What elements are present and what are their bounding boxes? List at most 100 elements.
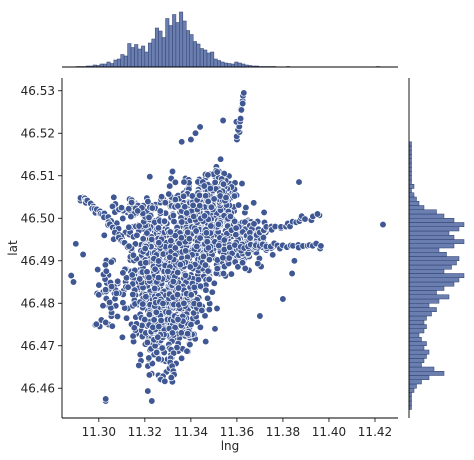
scatter-point bbox=[238, 179, 246, 188]
scatter-point bbox=[161, 199, 169, 207]
histogram-bar-y bbox=[408, 226, 460, 232]
histogram-bar-x bbox=[151, 38, 156, 68]
scatter-point bbox=[128, 271, 136, 279]
histogram-bar-x bbox=[186, 30, 190, 68]
scatter-point bbox=[183, 330, 192, 338]
scatter-point bbox=[194, 275, 203, 284]
y-tick-label: 46.52 bbox=[21, 126, 55, 140]
scatter-point bbox=[301, 215, 309, 223]
histogram-bar-x bbox=[144, 51, 149, 68]
histogram-bar-y bbox=[408, 213, 445, 219]
histogram-bar-x bbox=[220, 61, 225, 68]
scatter-point bbox=[238, 259, 247, 267]
scatter-point bbox=[211, 178, 219, 187]
scatter-point bbox=[95, 291, 103, 299]
scatter-point bbox=[139, 300, 147, 308]
scatter-point bbox=[205, 275, 213, 283]
scatter-point bbox=[142, 293, 150, 301]
scatter-point bbox=[154, 257, 163, 265]
histogram-bar-y bbox=[408, 320, 425, 325]
scatter-point bbox=[165, 190, 173, 198]
scatter-point bbox=[102, 318, 110, 327]
y-tick-label: 46.47 bbox=[21, 339, 55, 353]
scatter-point bbox=[145, 213, 153, 222]
scatter-point bbox=[204, 171, 212, 179]
scatter-point bbox=[195, 191, 204, 199]
histogram-bar-y bbox=[408, 243, 455, 249]
histogram-bar-y bbox=[408, 273, 465, 278]
histogram-bar-y bbox=[408, 264, 452, 270]
histogram-bar-x bbox=[203, 49, 208, 68]
histogram-bar-x bbox=[217, 60, 222, 68]
scatter-point bbox=[203, 238, 211, 246]
scatter-point bbox=[145, 354, 153, 362]
histogram-bar-x bbox=[130, 47, 135, 68]
scatter-point bbox=[101, 261, 110, 269]
scatter-point bbox=[170, 217, 178, 226]
histogram-bar-y bbox=[408, 388, 415, 393]
scatter-point bbox=[160, 217, 169, 225]
histogram-bar-y bbox=[408, 315, 427, 321]
scatter-point bbox=[119, 214, 127, 223]
scatter-point bbox=[200, 182, 208, 190]
histogram-bar-x bbox=[213, 58, 218, 68]
y-tick-label: 46.53 bbox=[21, 84, 55, 98]
scatter-point bbox=[145, 310, 154, 319]
scatter-point bbox=[174, 284, 183, 292]
scatter-point bbox=[295, 178, 303, 186]
scatter-point bbox=[110, 193, 118, 201]
histogram-bar-y bbox=[408, 256, 460, 261]
histogram-bar-y bbox=[408, 298, 440, 304]
histogram-bar-x bbox=[206, 52, 211, 68]
scatter-point bbox=[181, 271, 190, 280]
scatter-point bbox=[240, 89, 248, 97]
histogram-bar-y bbox=[408, 252, 447, 257]
scatter-point bbox=[157, 193, 166, 201]
histogram-bar-y bbox=[408, 286, 445, 291]
scatter-point bbox=[179, 192, 188, 200]
histogram-bar-y bbox=[408, 218, 455, 223]
scatter-point bbox=[204, 244, 213, 252]
scatter-point bbox=[237, 106, 246, 114]
scatter-point bbox=[187, 135, 195, 144]
scatter-point bbox=[199, 252, 208, 261]
x-tick-label: 11.34 bbox=[174, 425, 208, 439]
scatter-point bbox=[180, 178, 188, 186]
scatter-point bbox=[142, 259, 150, 267]
x-tick-label: 11.30 bbox=[82, 425, 116, 439]
scatter-point bbox=[216, 155, 225, 163]
scatter-point bbox=[148, 397, 156, 405]
histogram-bar-y bbox=[408, 311, 432, 317]
scatter-point bbox=[135, 361, 143, 370]
scatter-point bbox=[177, 329, 185, 337]
scatter-point bbox=[219, 116, 227, 125]
scatter-point bbox=[113, 312, 122, 321]
scatter-point bbox=[206, 184, 215, 193]
scatter-point bbox=[187, 320, 195, 329]
histogram-bar-x bbox=[127, 43, 132, 68]
histogram-bar-x bbox=[172, 14, 177, 68]
histogram-bar-x bbox=[189, 34, 194, 68]
histogram-bar-y bbox=[408, 222, 465, 227]
scatter-point bbox=[190, 283, 198, 291]
scatter-point bbox=[215, 241, 223, 250]
scatter-point bbox=[72, 240, 80, 248]
scatter-point bbox=[166, 182, 174, 190]
histogram-bar-y bbox=[408, 303, 430, 308]
scatter-point bbox=[213, 304, 221, 313]
scatter-point bbox=[125, 205, 133, 213]
scatter-point bbox=[122, 314, 131, 322]
scatter-point bbox=[161, 377, 169, 385]
scatter-point bbox=[226, 212, 235, 221]
scatter-point bbox=[129, 332, 137, 340]
scatter-point bbox=[145, 273, 153, 282]
y-tick-label: 46.50 bbox=[21, 211, 55, 225]
scatter-point bbox=[202, 229, 211, 237]
histogram-bar-x bbox=[237, 62, 242, 68]
scatter-point bbox=[183, 209, 191, 217]
scatter-point bbox=[242, 203, 250, 212]
scatter-plot-area bbox=[67, 89, 387, 405]
scatter-point bbox=[133, 231, 141, 239]
scatter-point bbox=[114, 277, 122, 285]
